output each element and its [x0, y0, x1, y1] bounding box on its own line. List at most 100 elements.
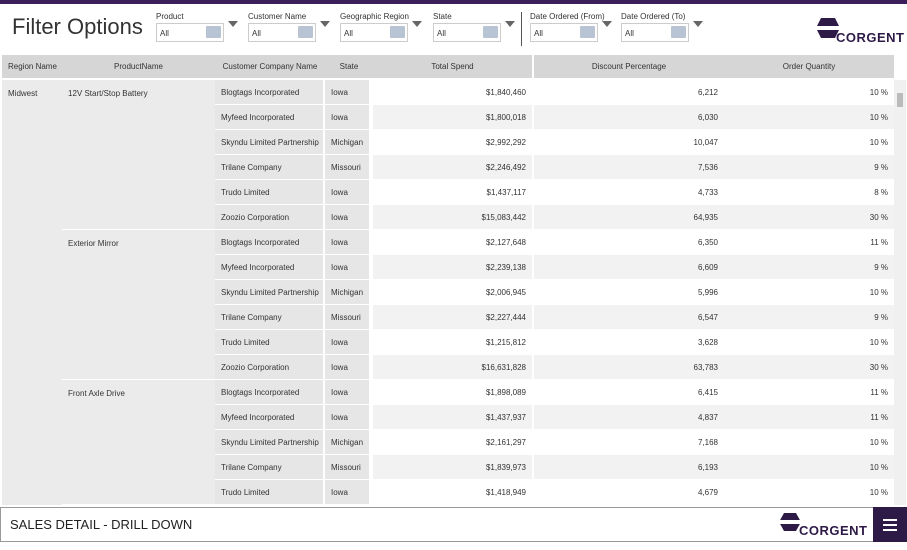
number-cell: 11 %: [724, 405, 894, 429]
text-cell[interactable]: Trilane Company: [215, 455, 323, 479]
footer-logo: CORGENT: [799, 523, 868, 538]
filter-label: Date Ordered (From): [530, 12, 605, 21]
text-cell[interactable]: Missouri: [325, 305, 369, 329]
text-cell[interactable]: Trudo Limited: [215, 330, 323, 354]
number-cell: 9 %: [724, 305, 894, 329]
number-cell: 8 %: [724, 180, 894, 204]
number-cell: $1,418,949: [373, 480, 532, 504]
number-cell: 9 %: [724, 255, 894, 279]
text-cell[interactable]: Iowa: [325, 405, 369, 429]
text-cell[interactable]: Missouri: [325, 455, 369, 479]
scroll-thumb[interactable]: [897, 93, 903, 107]
number-cell: 10 %: [724, 130, 894, 154]
dropdown-arrow[interactable]: [320, 21, 330, 27]
text-cell[interactable]: Trudo Limited: [215, 180, 323, 204]
logo: CORGENT: [836, 30, 905, 45]
footer-title: SALES DETAIL - DRILL DOWN: [10, 517, 193, 532]
scrollbar[interactable]: [894, 80, 906, 505]
number-cell: 6,030: [534, 105, 724, 129]
text-cell[interactable]: Missouri: [325, 155, 369, 179]
text-cell[interactable]: Iowa: [325, 380, 369, 404]
number-cell: 63,783: [534, 355, 724, 379]
text-cell[interactable]: Zoozio Corporation: [215, 205, 323, 229]
filter-label: Date Ordered (To): [621, 12, 686, 21]
menu-button[interactable]: [873, 507, 907, 542]
filter-icon[interactable]: [483, 26, 498, 38]
text-cell[interactable]: Trudo Limited: [215, 480, 323, 504]
number-cell: 30 %: [724, 355, 894, 379]
text-cell[interactable]: Trilane Company: [215, 155, 323, 179]
number-cell: 6,212: [534, 80, 724, 104]
number-cell: 5,996: [534, 280, 724, 304]
number-cell: 10,047: [534, 130, 724, 154]
filter-icon[interactable]: [580, 26, 595, 38]
divider: [521, 12, 522, 46]
text-cell[interactable]: Iowa: [325, 180, 369, 204]
number-cell: $1,437,937: [373, 405, 532, 429]
text-cell[interactable]: Myfeed Incorporated: [215, 405, 323, 429]
number-cell: $16,631,828: [373, 355, 532, 379]
text-cell[interactable]: Michigan: [325, 130, 369, 154]
number-cell: 10 %: [724, 105, 894, 129]
product-cell: Exterior Mirror: [62, 230, 215, 379]
number-cell: 30 %: [724, 205, 894, 229]
text-cell[interactable]: Myfeed Incorporated: [215, 255, 323, 279]
text-cell[interactable]: Michigan: [325, 280, 369, 304]
column-header: State: [325, 55, 373, 78]
number-cell: $1,215,812: [373, 330, 532, 354]
number-cell: $1,898,089: [373, 380, 532, 404]
text-cell[interactable]: Zoozio Corporation: [215, 355, 323, 379]
dropdown-arrow[interactable]: [412, 21, 422, 27]
filter-label: Product: [156, 12, 184, 21]
number-cell: $2,227,444: [373, 305, 532, 329]
number-cell: 10 %: [724, 430, 894, 454]
number-cell: 4,679: [534, 480, 724, 504]
number-cell: 10 %: [724, 280, 894, 304]
number-cell: $1,800,018: [373, 105, 532, 129]
text-cell[interactable]: Iowa: [325, 80, 369, 104]
text-cell[interactable]: Iowa: [325, 330, 369, 354]
number-cell: 7,536: [534, 155, 724, 179]
text-cell[interactable]: Blogtags Incorporated: [215, 80, 323, 104]
number-cell: 11 %: [724, 380, 894, 404]
filter-icon[interactable]: [671, 26, 686, 38]
dropdown-arrow[interactable]: [505, 21, 515, 27]
product-cell: 12V Start/Stop Battery: [62, 80, 215, 229]
text-cell[interactable]: Iowa: [325, 205, 369, 229]
text-cell[interactable]: Michigan: [325, 430, 369, 454]
number-cell: 4,837: [534, 405, 724, 429]
text-cell[interactable]: Iowa: [325, 230, 369, 254]
text-cell[interactable]: Iowa: [325, 105, 369, 129]
product-cell: Front Axle Drive: [62, 380, 215, 504]
text-cell[interactable]: Iowa: [325, 255, 369, 279]
dropdown-arrow[interactable]: [602, 21, 612, 27]
menu-icon[interactable]: [873, 507, 907, 542]
text-cell[interactable]: Skyndu Limited Partnership: [215, 130, 323, 154]
text-cell[interactable]: Blogtags Incorporated: [215, 230, 323, 254]
number-cell: $2,127,648: [373, 230, 532, 254]
number-cell: $1,840,460: [373, 80, 532, 104]
text-cell[interactable]: Iowa: [325, 480, 369, 504]
number-cell: 6,350: [534, 230, 724, 254]
top-bar: [0, 0, 907, 4]
filter-icon[interactable]: [298, 26, 313, 38]
footer: [0, 507, 907, 542]
filter-icon[interactable]: [206, 26, 221, 38]
column-header: Total Spend: [373, 55, 532, 78]
number-cell: 64,935: [534, 205, 724, 229]
filter-icon[interactable]: [390, 26, 405, 38]
dropdown-arrow[interactable]: [228, 21, 238, 27]
text-cell[interactable]: Blogtags Incorporated: [215, 380, 323, 404]
number-cell: 6,193: [534, 455, 724, 479]
text-cell[interactable]: Myfeed Incorporated: [215, 105, 323, 129]
text-cell[interactable]: Skyndu Limited Partnership: [215, 280, 323, 304]
number-cell: 10 %: [724, 80, 894, 104]
dropdown-arrow[interactable]: [693, 21, 703, 27]
text-cell[interactable]: Skyndu Limited Partnership: [215, 430, 323, 454]
logo-icon: [779, 513, 801, 531]
text-cell[interactable]: Iowa: [325, 355, 369, 379]
logo-icon: [816, 18, 840, 38]
text-cell[interactable]: Trilane Company: [215, 305, 323, 329]
number-cell: 9 %: [724, 155, 894, 179]
